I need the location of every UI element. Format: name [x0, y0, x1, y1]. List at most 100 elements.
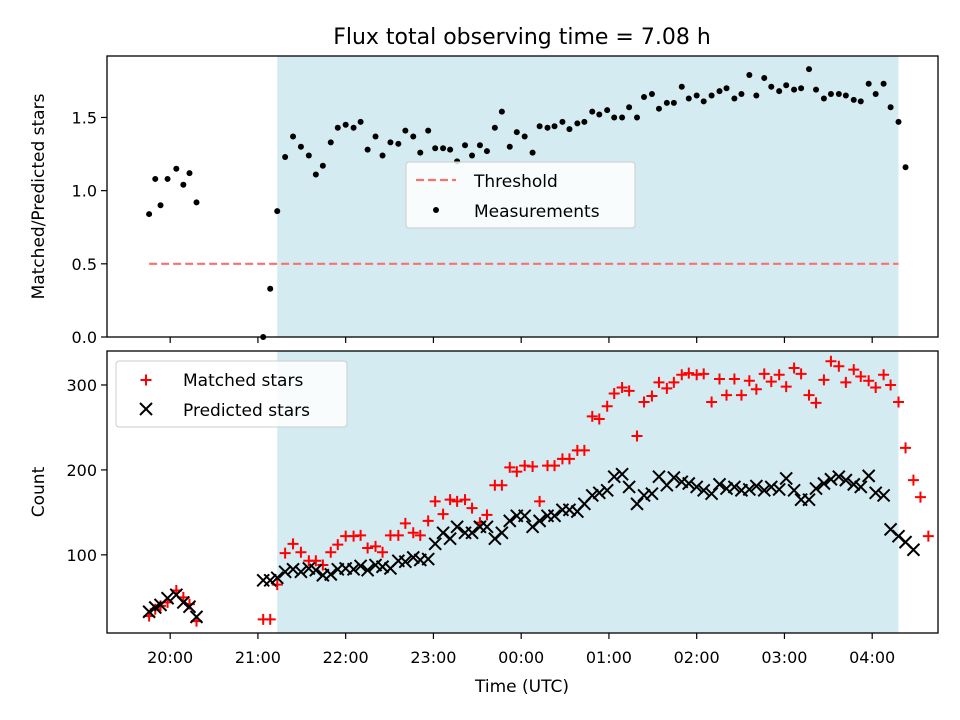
y-tick-label: 1.5: [72, 108, 97, 127]
data-point: [608, 387, 620, 399]
data-point: [825, 355, 837, 367]
data-point: [682, 476, 696, 491]
data-point: [764, 480, 778, 494]
data-point: [914, 491, 926, 503]
legend-predicted-swatch: [139, 402, 153, 416]
data-point: [402, 127, 409, 134]
data-point: [683, 367, 695, 379]
data-point: [922, 530, 934, 542]
data-point: [634, 114, 641, 121]
data-point: [392, 529, 404, 541]
data-point: [310, 555, 322, 567]
data-point: [465, 526, 479, 540]
data-point: [698, 368, 710, 380]
data-point: [780, 381, 792, 393]
legend-label: Threshold: [473, 172, 558, 192]
data-point: [661, 382, 673, 394]
data-point: [422, 515, 434, 527]
data-point: [186, 170, 193, 177]
data-point: [638, 396, 650, 408]
data-point: [437, 508, 449, 520]
data-point: [712, 477, 727, 492]
data-point: [893, 396, 905, 408]
data-point: [324, 567, 338, 582]
data-point: [459, 494, 471, 506]
legend: Threshold Measurements: [405, 161, 636, 229]
data-point: [506, 143, 513, 150]
data-point: [906, 543, 921, 557]
data-point: [496, 479, 508, 491]
data-point: [527, 461, 539, 473]
legend-label: Matched stars: [183, 371, 303, 391]
data-point: [742, 482, 757, 497]
data-point: [451, 495, 463, 507]
data-point: [375, 560, 390, 574]
data-point: [611, 114, 618, 121]
data-point: [809, 481, 823, 496]
data-point: [362, 542, 374, 554]
data-point: [578, 444, 590, 456]
data-point: [142, 605, 156, 619]
data-point: [309, 563, 323, 577]
data-point: [818, 374, 830, 386]
data-point: [182, 599, 197, 614]
data-point: [432, 145, 439, 152]
data-point: [847, 477, 861, 492]
data-point: [511, 466, 523, 478]
data-point: [803, 389, 815, 401]
data-point: [585, 488, 599, 503]
data-point: [839, 473, 853, 487]
x-axis-label: Time (UTC): [474, 677, 569, 697]
data-point: [791, 86, 798, 93]
data-point: [294, 565, 308, 579]
data-point: [832, 470, 846, 484]
data-point: [444, 494, 456, 506]
data-point: [532, 514, 547, 528]
data-point: [592, 486, 606, 500]
data-point: [146, 211, 153, 218]
data-point: [749, 479, 764, 493]
data-point: [317, 559, 329, 571]
data-point: [447, 146, 454, 153]
data-point: [286, 562, 300, 577]
data-point: [757, 483, 771, 498]
data-point: [842, 92, 849, 99]
data-point: [817, 476, 831, 491]
data-point: [305, 152, 312, 159]
data-point: [689, 480, 704, 494]
data-point: [164, 175, 171, 182]
data-point: [835, 91, 842, 98]
data-point: [728, 373, 740, 385]
data-point: [544, 124, 551, 131]
data-point: [719, 481, 734, 496]
data-point: [693, 92, 700, 99]
data-point: [626, 104, 633, 111]
data-point: [848, 364, 860, 376]
axes-frame: [106, 55, 939, 338]
data-point: [795, 368, 807, 380]
data-point: [753, 92, 760, 99]
data-point: [820, 95, 827, 102]
x-tick-label: 23:00: [410, 648, 456, 667]
data-point: [574, 120, 581, 127]
data-point: [429, 495, 441, 507]
data-point: [263, 573, 277, 588]
data-point: [589, 108, 596, 115]
data-point: [551, 123, 558, 130]
data-point: [270, 571, 284, 585]
data-point: [854, 480, 868, 494]
data-point: [735, 389, 747, 401]
data-point: [346, 562, 361, 577]
x-tick-label: 22:00: [323, 648, 369, 667]
legend-box: [405, 161, 636, 229]
legend-box: [115, 360, 348, 428]
data-point: [312, 171, 319, 178]
data-point: [902, 164, 909, 171]
legend-label: Measurements: [474, 202, 600, 222]
data-point: [802, 492, 816, 507]
data-point: [360, 563, 375, 577]
legend: Matched stars Predicted stars: [115, 360, 348, 428]
data-point: [685, 95, 692, 102]
data-point: [407, 527, 419, 539]
data-point: [319, 162, 326, 169]
